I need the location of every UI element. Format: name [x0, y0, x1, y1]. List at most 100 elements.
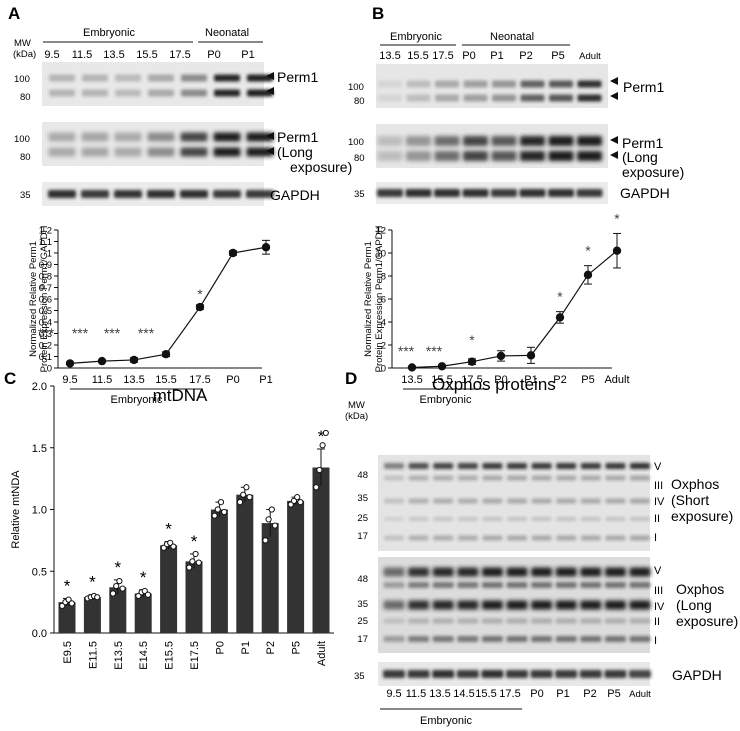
lane-label: 15.5	[136, 49, 157, 61]
y-tick-label: 1.5	[32, 443, 47, 455]
blot-band	[548, 136, 574, 146]
lane-label: 9.5	[44, 49, 59, 61]
panel-b-lane-labels: 13.5 15.5 17.5 P0 P1 P2 P5 Adult	[379, 50, 601, 62]
blot-band	[577, 151, 602, 161]
blot-band	[604, 582, 626, 588]
y-tick-label: 0.5	[39, 306, 52, 317]
arrow-icon	[610, 136, 618, 144]
significance-mark: ***	[398, 343, 415, 359]
blot-band	[181, 74, 207, 82]
y-tick-label: 2.0	[32, 381, 47, 393]
blot-band	[630, 475, 650, 481]
panel-b-mw-35: 35	[354, 189, 365, 200]
data-point	[129, 355, 139, 365]
lane-label: 15.5	[407, 50, 428, 62]
blot-band	[580, 618, 602, 624]
data-point	[116, 578, 123, 585]
blot-band	[432, 618, 454, 624]
complex-label: V	[654, 565, 662, 577]
panel-a-kda-label: (kDa)	[13, 49, 36, 60]
blot-band	[549, 80, 573, 88]
blot-band	[604, 600, 626, 610]
blot-band	[555, 567, 577, 577]
y-tick-label: 0.0	[32, 628, 47, 640]
panel-a-blot-perm1-long	[42, 122, 264, 166]
blot-band	[463, 94, 488, 102]
panel-d-blot2-line1: Oxphos	[676, 581, 724, 597]
chart-title: mtDNA	[153, 386, 208, 405]
panel-a-blot2-label: Perm1	[277, 129, 318, 145]
blot-band	[432, 670, 455, 678]
panel-c: C mtDNA 0.0 0.5 1.0 1.5 2.0 Relative mtNDA * E9.…	[4, 369, 334, 670]
y-tick-label: 12	[375, 226, 386, 237]
panel-a-blot1-label: Perm1	[277, 69, 318, 85]
data-point	[109, 590, 117, 597]
blot-band	[531, 498, 552, 504]
y-axis-label: Normalized Relative Perm1Protein Express…	[363, 225, 385, 372]
blot-band	[481, 618, 503, 624]
blot-band	[180, 147, 208, 157]
blot-band	[519, 189, 546, 197]
y-axis-label: Relative mtNDA	[10, 470, 22, 549]
blot-band	[81, 147, 109, 157]
panel-a: A MW (kDa) Embryonic Neonatal 9.5 11.5 13.…	[8, 4, 352, 406]
blot-band	[531, 618, 553, 624]
data-point	[261, 243, 271, 252]
data-point	[221, 508, 228, 516]
blot-band	[147, 132, 175, 142]
blot-band	[81, 132, 109, 142]
complex-label: I	[654, 532, 657, 544]
blot-band	[435, 80, 459, 88]
bar	[109, 587, 127, 633]
panel-a-chart: 00.10.20.30.40.50.60.70.80.911.11.2 *** 9.…	[28, 225, 273, 406]
data-point	[496, 351, 506, 361]
data-point	[195, 559, 202, 566]
y-tick-label: 0.3	[39, 329, 52, 340]
complex-label: III	[654, 480, 663, 492]
blot-band	[463, 136, 488, 146]
blot-band	[507, 498, 527, 504]
y-tick-label: 0.5	[32, 566, 47, 578]
blot-band	[492, 94, 516, 102]
significance-mark: ***	[38, 325, 55, 341]
y-tick-label: 0	[381, 364, 386, 375]
lane-label: P1	[490, 50, 503, 62]
x-tick-label: Adult	[316, 641, 328, 666]
blot-band	[213, 147, 241, 157]
blot-band	[180, 190, 208, 198]
y-tick-label: 8	[381, 272, 386, 283]
panel-b-chart: 0 2 4 6 8 10 12 *** 13.5 *** 15.5 * 17.5 P0 P1 * P2 * P5 * A…	[363, 210, 630, 406]
data-point	[113, 582, 120, 590]
blot-band	[577, 80, 602, 88]
data-point	[265, 516, 272, 523]
blot-band	[433, 517, 454, 521]
blot-band	[548, 151, 574, 161]
arrow-icon	[610, 77, 618, 85]
bar	[134, 593, 152, 633]
blot-band	[577, 94, 602, 102]
blot-band	[531, 475, 552, 481]
y-tick-label: 10	[375, 249, 386, 260]
blot-band	[82, 89, 108, 97]
data-point	[144, 591, 152, 598]
blot-band	[548, 189, 574, 197]
complex-label: I	[654, 635, 657, 647]
blot-band	[604, 618, 626, 624]
lane-label: P5	[551, 50, 564, 62]
blot-band	[629, 618, 651, 624]
panel-a-mw-100b: 100	[14, 134, 30, 145]
panel-b: B Embryonic Neonatal 13.5 15.5 17.5 P0 P1 P2 P…	[348, 4, 684, 406]
x-tick-label: P0	[226, 374, 239, 386]
lane-label: P0	[462, 50, 475, 62]
blot-band	[377, 136, 403, 146]
blot-band	[481, 636, 503, 642]
blot-band	[520, 136, 545, 146]
lane-label: 11.5	[406, 688, 427, 700]
blot-band	[115, 89, 141, 97]
panel-c-chart: mtDNA 0.0 0.5 1.0 1.5 2.0 Relative mtNDA * E9.5 *…	[10, 381, 334, 670]
x-tick-label: P2	[265, 641, 277, 654]
blot-band	[481, 582, 503, 588]
data-point	[236, 498, 244, 506]
panel-a-blot2-sub2: exposure)	[290, 159, 352, 175]
